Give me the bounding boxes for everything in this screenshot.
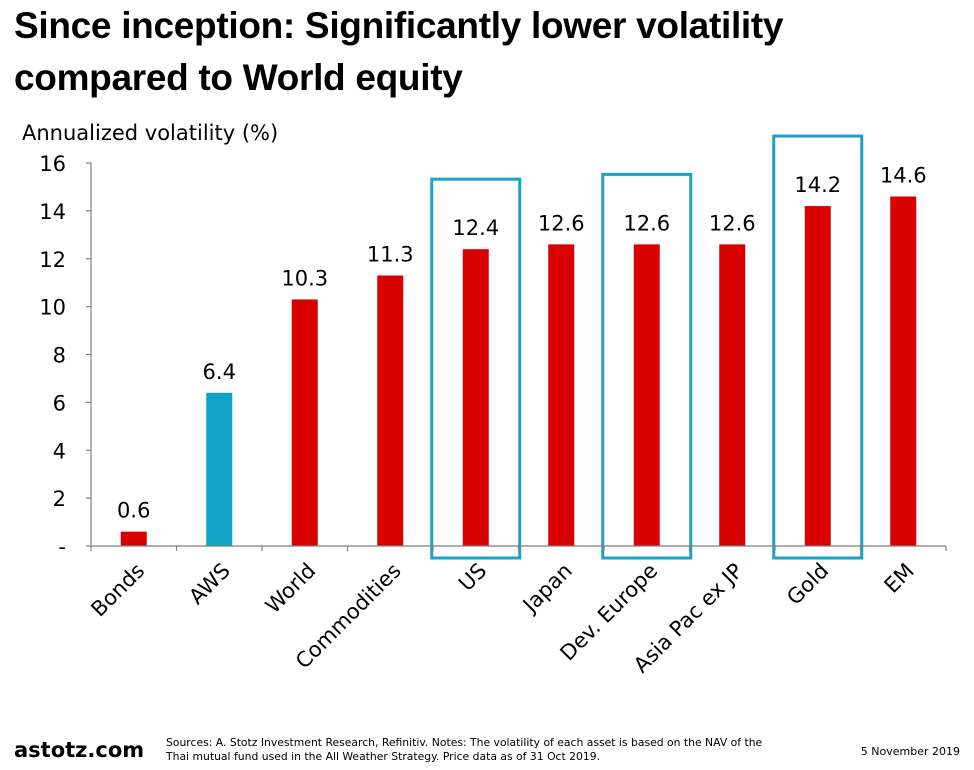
bar [462, 249, 489, 547]
bar [291, 299, 318, 546]
highlight-box-gold [772, 134, 864, 560]
x-tick-label: Gold [782, 559, 833, 610]
x-tick-label: US [454, 559, 491, 596]
title-line-1: Since inception: Significantly lower vol… [14, 5, 784, 46]
page-title: Since inception: Significantly lower vol… [14, 0, 784, 104]
x-tick-label: Japan [517, 559, 577, 619]
bar [377, 275, 404, 546]
x-tick-label: AWS [184, 559, 234, 609]
data-label: 12.4 [452, 216, 499, 240]
title-line-2: compared to World equity [14, 57, 463, 98]
bar [548, 244, 575, 546]
data-label: 6.4 [203, 360, 236, 384]
data-labels: 0.6 6.4 10.3 11.3 12.4 12.6 12.6 12.6 14.2 14.6 [117, 164, 927, 523]
y-tick-label: - [58, 535, 66, 559]
x-tick-label: Bonds [86, 559, 149, 622]
y-tick-label: 12 [39, 248, 66, 272]
bar [719, 244, 746, 546]
data-label: 12.6 [709, 211, 756, 235]
highlight-box-dev-europe [601, 172, 693, 560]
y-tick-label: 14 [39, 200, 66, 224]
bar [633, 244, 660, 546]
x-tick-label: EM [880, 559, 919, 598]
data-label: 11.3 [367, 243, 414, 267]
data-label: 0.6 [117, 499, 150, 523]
y-tick-label: 10 [39, 296, 66, 320]
bar [120, 531, 147, 546]
source-notes-line-2: Thai mutual fund used in the All Weather… [166, 750, 601, 763]
data-label: 12.6 [623, 211, 670, 235]
y-axis: - 2 4 6 8 10 12 14 16 [39, 152, 92, 559]
highlight-box-us [430, 177, 522, 560]
bar-chart: Annualized volatility (%) -246810121416 … [22, 121, 947, 677]
brand-logo: astotz.com [14, 738, 145, 762]
y-tick-label: 8 [53, 344, 66, 368]
x-tick-label: World [261, 559, 321, 619]
data-label: 14.6 [880, 164, 927, 188]
source-notes-line-1: Sources: A. Stotz Investment Research, R… [166, 736, 763, 749]
y-tick-label: 16 [39, 152, 66, 176]
y-axis-label: Annualized volatility (%) [22, 121, 278, 145]
data-label: 14.2 [794, 173, 841, 197]
data-label: 12.6 [538, 211, 585, 235]
y-tick-label: 4 [53, 439, 66, 463]
bar [890, 196, 917, 546]
report-date: 5 November 2019 [860, 745, 960, 758]
bar [206, 392, 233, 546]
highlight-boxes [430, 134, 864, 560]
source-notes: Sources: A. Stotz Investment Research, R… [166, 736, 846, 764]
bar [804, 206, 831, 546]
data-label: 10.3 [281, 266, 328, 290]
y-tick-label: 2 [53, 487, 66, 511]
bars [120, 196, 917, 547]
y-tick-label: 6 [53, 391, 66, 415]
